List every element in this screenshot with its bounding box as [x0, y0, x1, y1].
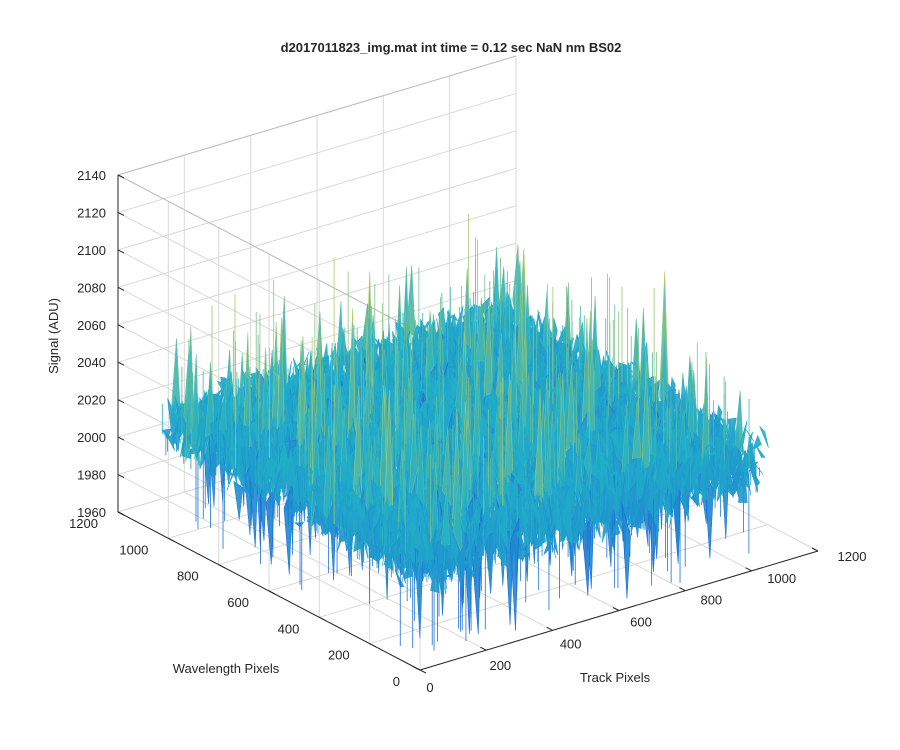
surface-facet — [293, 522, 305, 528]
surface-plot — [161, 214, 769, 651]
grid-line — [117, 474, 421, 633]
surface-facet — [213, 395, 224, 409]
surface-facet — [354, 348, 365, 367]
grid-line — [117, 242, 517, 363]
grid-line — [369, 524, 768, 645]
grid-line — [117, 280, 517, 401]
surface-facet — [169, 401, 179, 435]
surface-facet — [208, 436, 219, 479]
grid-line — [117, 92, 517, 213]
chart-title: d2017011823_img.mat int time = 0.12 sec … — [281, 40, 622, 55]
box-edge — [117, 55, 517, 176]
surface-facet — [204, 371, 215, 438]
surface-facet — [183, 346, 193, 437]
grid-line — [117, 130, 517, 251]
surface-facet — [216, 380, 227, 391]
grid-line — [117, 205, 517, 326]
grid-line — [117, 167, 517, 288]
surface-facet — [197, 411, 208, 434]
surface-facet — [165, 433, 176, 451]
surface-facet — [161, 428, 172, 440]
surface-facet — [176, 399, 186, 452]
